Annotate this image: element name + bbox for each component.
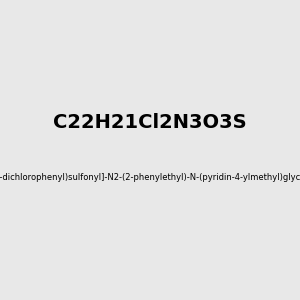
Text: N2-[(2,5-dichlorophenyl)sulfonyl]-N2-(2-phenylethyl)-N-(pyridin-4-ylmethyl)glyci: N2-[(2,5-dichlorophenyl)sulfonyl]-N2-(2-… (0, 172, 300, 182)
Text: C22H21Cl2N3O3S: C22H21Cl2N3O3S (53, 113, 247, 133)
